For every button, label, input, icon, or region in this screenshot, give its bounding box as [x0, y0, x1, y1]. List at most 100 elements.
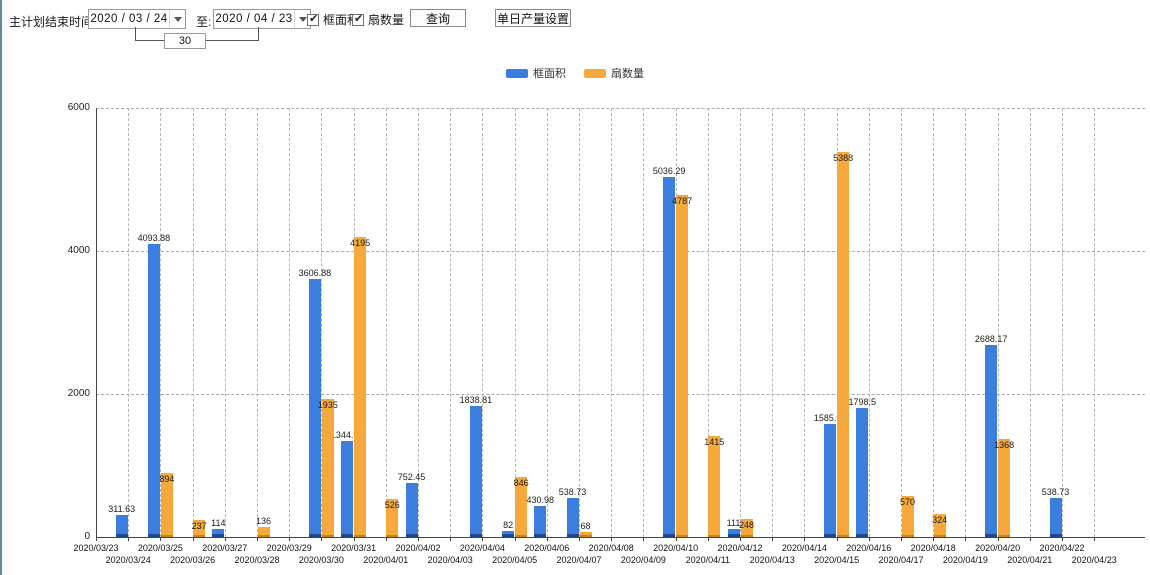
chart-legend: 框面积 扇数量: [0, 65, 1150, 81]
x-axis-tick: [289, 537, 291, 541]
bar-框面积: [856, 408, 869, 537]
x-axis-tick-label: 2020/04/22: [1039, 543, 1085, 553]
legend-item-frame-area[interactable]: 框面积: [506, 65, 566, 81]
bar-扇数量: [676, 194, 689, 537]
bar-框面积: [502, 531, 515, 537]
x-axis-tick: [579, 537, 580, 541]
x-gridline: [997, 108, 999, 537]
x-axis-tick: [868, 537, 870, 541]
bar-value-label: 1798.5: [848, 397, 877, 408]
bar-框面积: [115, 514, 128, 537]
x-axis-tick-label: 2020/04/23: [1071, 555, 1117, 565]
x-gridline: [514, 108, 516, 537]
plan-end-time-label: 主计划结束时间:: [9, 15, 97, 29]
days-count-input[interactable]: 30: [164, 33, 206, 49]
bar-value-label: 1415: [704, 436, 725, 447]
date-from-picker[interactable]: 2020 / 03 / 24: [88, 9, 186, 29]
y-gridline: [96, 394, 1145, 395]
x-gridline: [418, 108, 419, 537]
bar-扇数量: [515, 476, 528, 537]
date-from-dropdown-button[interactable]: [169, 10, 185, 28]
bar-value-label: 3606.88: [298, 268, 332, 279]
x-gridline: [128, 108, 130, 537]
x-gridline: [611, 108, 613, 537]
bar-value-label: 4093.88: [137, 233, 171, 244]
x-gridline: [546, 108, 548, 537]
x-axis-tick-label: 2020/04/12: [717, 543, 763, 553]
bar-扇数量: [257, 527, 270, 537]
x-gridline: [1029, 108, 1031, 537]
x-axis-tick: [96, 537, 97, 541]
date-to-picker[interactable]: 2020 / 04 / 23: [213, 9, 311, 29]
bar-value-label: 5036.29: [652, 165, 686, 176]
x-axis-tick: [1062, 537, 1063, 541]
bar-扇数量: [386, 499, 399, 537]
x-axis-tick: [804, 537, 806, 541]
legend-label: 扇数量: [611, 68, 644, 80]
checkbox-icon[interactable]: ✔: [307, 13, 319, 26]
x-axis-tick-label: 2020/04/19: [942, 555, 988, 565]
bar-框面积: [663, 176, 676, 537]
x-gridline: [289, 108, 291, 537]
x-axis-tick-label: 2020/04/06: [524, 543, 570, 553]
daily-output-settings-button[interactable]: 单日产量设置: [495, 9, 571, 27]
checkbox-fan-count[interactable]: ✔ 扇数量: [352, 11, 404, 28]
x-gridline: [868, 108, 870, 537]
x-axis-tick-label: 2020/03/27: [202, 543, 248, 553]
check-mark-icon: ✔: [354, 12, 364, 25]
bar-扇数量: [998, 439, 1011, 537]
x-axis-line: [96, 537, 1145, 538]
x-axis-tick-label: 2020/04/11: [685, 555, 730, 565]
bar-value-label: 114: [211, 517, 226, 528]
bar-value-label: 248: [738, 520, 755, 531]
x-gridline: [933, 108, 935, 537]
bar-value-label: 1344.95: [330, 429, 364, 440]
date-to-value: 2020 / 04 / 23: [215, 13, 293, 25]
bar-扇数量: [354, 237, 367, 537]
x-axis-tick-label: 2020/04/02: [395, 543, 441, 553]
bar-扇数量: [160, 473, 173, 537]
bar-value-label: 570: [899, 497, 916, 508]
x-axis-tick: [128, 537, 130, 541]
x-axis-tick: [740, 537, 741, 541]
bar-value-label: 82: [503, 520, 514, 531]
date-to-dropdown-button[interactable]: [294, 10, 310, 28]
x-axis-tick-label: 2020/04/20: [975, 543, 1021, 553]
bar-扇数量: [933, 513, 946, 537]
x-axis-tick-label: 2020/03/24: [105, 555, 151, 565]
date-from-value: 2020 / 03 / 24: [90, 13, 168, 25]
x-axis-tick-label: 2020/04/05: [492, 555, 538, 565]
x-axis-tick: [224, 537, 226, 541]
x-gridline: [965, 108, 967, 537]
bar-扇数量: [579, 532, 592, 537]
bar-value-label: 237: [191, 521, 207, 532]
bar-value-label: 5388: [833, 152, 854, 163]
x-gridline: [192, 108, 194, 537]
legend-swatch-orange: [584, 68, 606, 78]
checkbox-frame-area[interactable]: ✔ 框面积: [307, 11, 359, 28]
bar-框面积: [212, 528, 225, 537]
bar-框面积: [985, 344, 998, 537]
date-range-connector-left: [135, 27, 166, 41]
x-gridline: [160, 108, 162, 537]
bar-value-label: 4787: [672, 195, 693, 206]
y-axis-tick-label: 0: [84, 531, 90, 542]
bar-value-label: 4195: [350, 238, 371, 249]
checkbox-icon[interactable]: ✔: [352, 12, 364, 26]
query-button[interactable]: 查询: [410, 9, 466, 27]
bar-value-label: 538.73: [1041, 487, 1070, 498]
x-axis-tick-label: 2020/04/09: [620, 555, 666, 565]
bar-value-label: 894: [159, 474, 175, 485]
x-gridline: [579, 108, 580, 537]
chevron-down-icon: [298, 16, 307, 22]
bar-扇数量: [193, 520, 206, 537]
x-axis-tick-label: 2020/04/04: [459, 543, 505, 553]
legend-item-fan-count[interactable]: 扇数量: [584, 65, 644, 81]
bar-框面积: [534, 506, 547, 537]
y-gridline: [96, 251, 1145, 252]
x-axis-tick-label: 2020/04/17: [878, 555, 924, 565]
x-axis-tick: [965, 537, 967, 541]
x-axis-tick-label: 2020/03/30: [298, 555, 344, 565]
x-axis-tick-label: 2020/04/03: [427, 555, 473, 565]
